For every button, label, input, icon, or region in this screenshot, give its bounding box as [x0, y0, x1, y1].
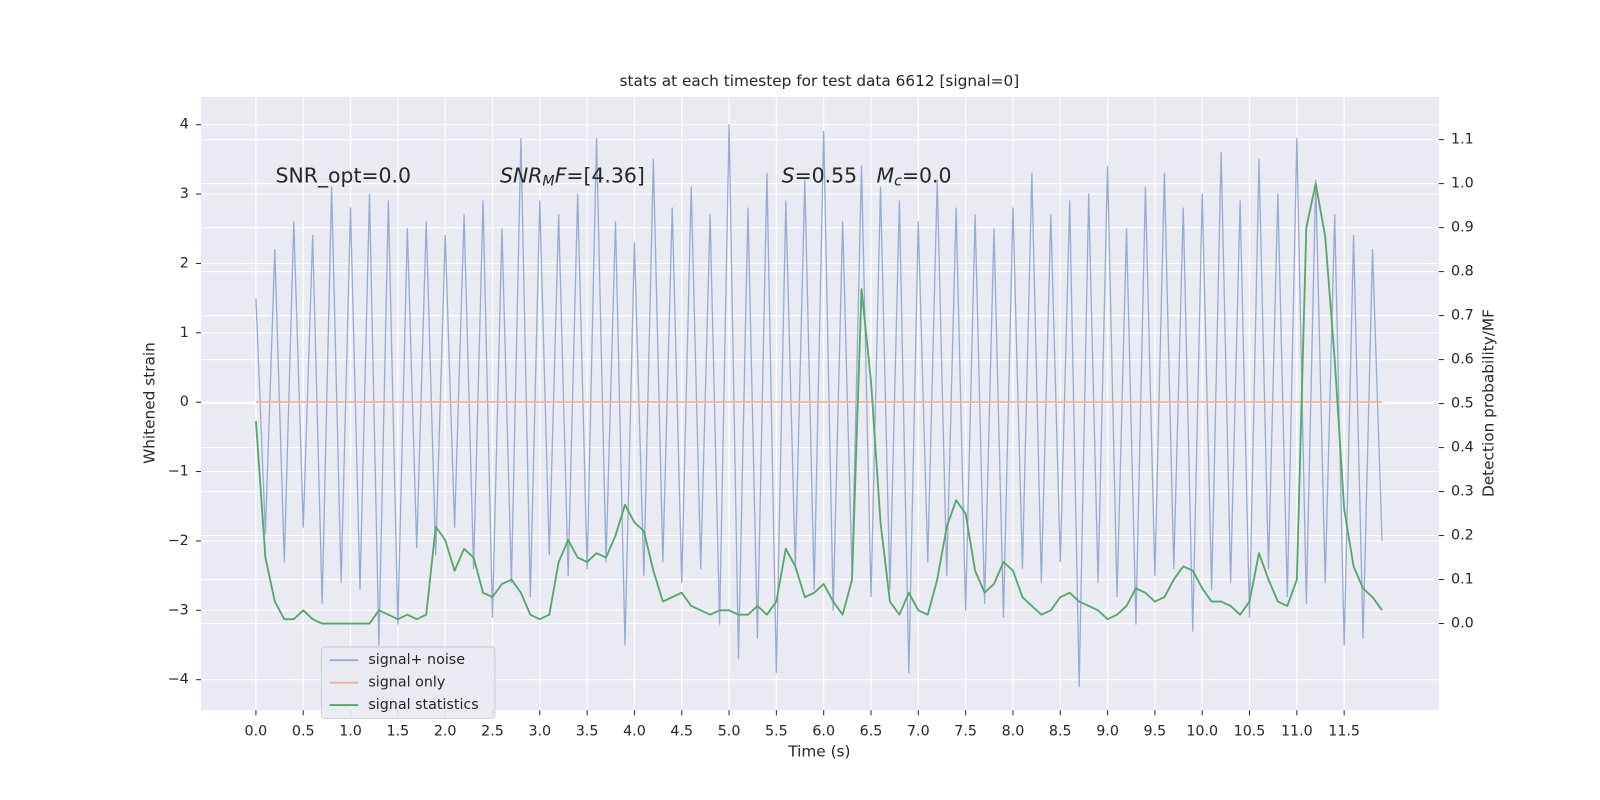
x-tick-label: 2.0	[434, 724, 457, 740]
annotation-part: =[4.36]	[566, 164, 644, 188]
x-tick-label: 11.0	[1281, 724, 1313, 740]
x-tick-label: 8.0	[1002, 724, 1025, 740]
x-tick-label: 3.5	[576, 724, 599, 740]
y2-tick-label: 0.9	[1451, 220, 1474, 236]
annotation-part: F	[555, 164, 567, 188]
y2-tick-label: 0.0	[1451, 616, 1474, 632]
x-tick-label: 6.5	[860, 724, 883, 740]
x-tick-label: 10.0	[1186, 724, 1218, 740]
grid	[201, 96, 1439, 711]
y2-tick-label: 0.8	[1451, 264, 1474, 280]
y2-axis-label: Detection probability/MF	[1479, 309, 1497, 497]
x-tick-label: 1.5	[387, 724, 410, 740]
annotation: SNRMF=[4.36]	[500, 164, 645, 190]
annotation-part: c	[894, 174, 902, 190]
y2-tick-label: 0.5	[1451, 396, 1474, 412]
x-tick-label: 1.0	[339, 724, 362, 740]
x-tick-label: 9.5	[1144, 724, 1167, 740]
x-tick-label: 8.5	[1049, 724, 1072, 740]
x-tick-label: 3.0	[528, 724, 551, 740]
y-tick-label: 2	[180, 255, 189, 271]
x-tick-label: 0.5	[292, 724, 315, 740]
y-tick-label: 3	[180, 186, 189, 202]
x-tick-label: 5.0	[718, 724, 741, 740]
series-line	[255, 182, 1383, 625]
y2-tick-label: 0.1	[1451, 572, 1474, 588]
y2-tick-label: 1.0	[1451, 176, 1474, 192]
y2-tick-label: 1.1	[1451, 132, 1474, 148]
y2-tick-label: 0.2	[1451, 528, 1474, 544]
x-tick-label: 4.5	[670, 724, 693, 740]
y-tick-label: 0	[180, 394, 189, 410]
y-tick-label: −4	[168, 672, 189, 688]
y-axis-label: Whitened strain	[141, 342, 159, 464]
x-tick-label: 4.0	[623, 724, 646, 740]
x-tick-label: 6.0	[812, 724, 835, 740]
x-tick-label: 0.0	[245, 724, 268, 740]
annotation-part: =0.0	[902, 164, 952, 188]
annotation: S=0.55 Mc=0.0	[782, 164, 952, 190]
x-tick-label: 11.5	[1328, 724, 1360, 740]
legend-label: signal only	[368, 675, 445, 691]
x-tick-label: 5.5	[765, 724, 788, 740]
annotation: SNR_opt=0.0	[276, 164, 412, 189]
legend-label: signal statistics	[368, 697, 478, 713]
annotation-part: S	[782, 164, 795, 188]
annotation-part: =0.55	[795, 164, 877, 188]
annotation-part: SNR_opt=0.0	[276, 164, 412, 189]
y-tick-label: 1	[180, 325, 189, 341]
y-tick-label: −3	[168, 602, 189, 618]
x-tick-label: 2.5	[481, 724, 504, 740]
labels: 0.0 0.5 1.0 1.5 2.0 2.5 3.0 3.5 4.0 4.5 5.0 5.5 6.0 6…	[168, 117, 1474, 740]
annotation-part: M	[542, 174, 554, 190]
legend-label: signal+ noise	[368, 652, 465, 668]
marks	[255, 124, 1383, 688]
x-tick-label: 10.5	[1234, 724, 1266, 740]
y2-tick-label: 0.4	[1451, 440, 1474, 456]
x-tick-label: 7.0	[907, 724, 930, 740]
y2-tick-label: 0.3	[1451, 484, 1474, 500]
y2-tick-label: 0.6	[1451, 352, 1474, 368]
x-tick-label: 7.5	[954, 724, 977, 740]
y2-tick-label: 0.7	[1451, 308, 1474, 324]
x-tick-label: 9.0	[1096, 724, 1119, 740]
x-axis-label: Time (s)	[787, 743, 850, 761]
series-line	[255, 124, 1383, 688]
annotation-part: SNR	[500, 164, 542, 188]
chart-title: stats at each timestep for test data 661…	[620, 72, 1020, 90]
y-tick-label: −2	[168, 533, 189, 549]
y-tick-label: 4	[180, 117, 189, 133]
annotation-part: M	[877, 164, 895, 188]
legend-box	[320, 646, 496, 719]
y-tick-label: −1	[168, 464, 189, 480]
